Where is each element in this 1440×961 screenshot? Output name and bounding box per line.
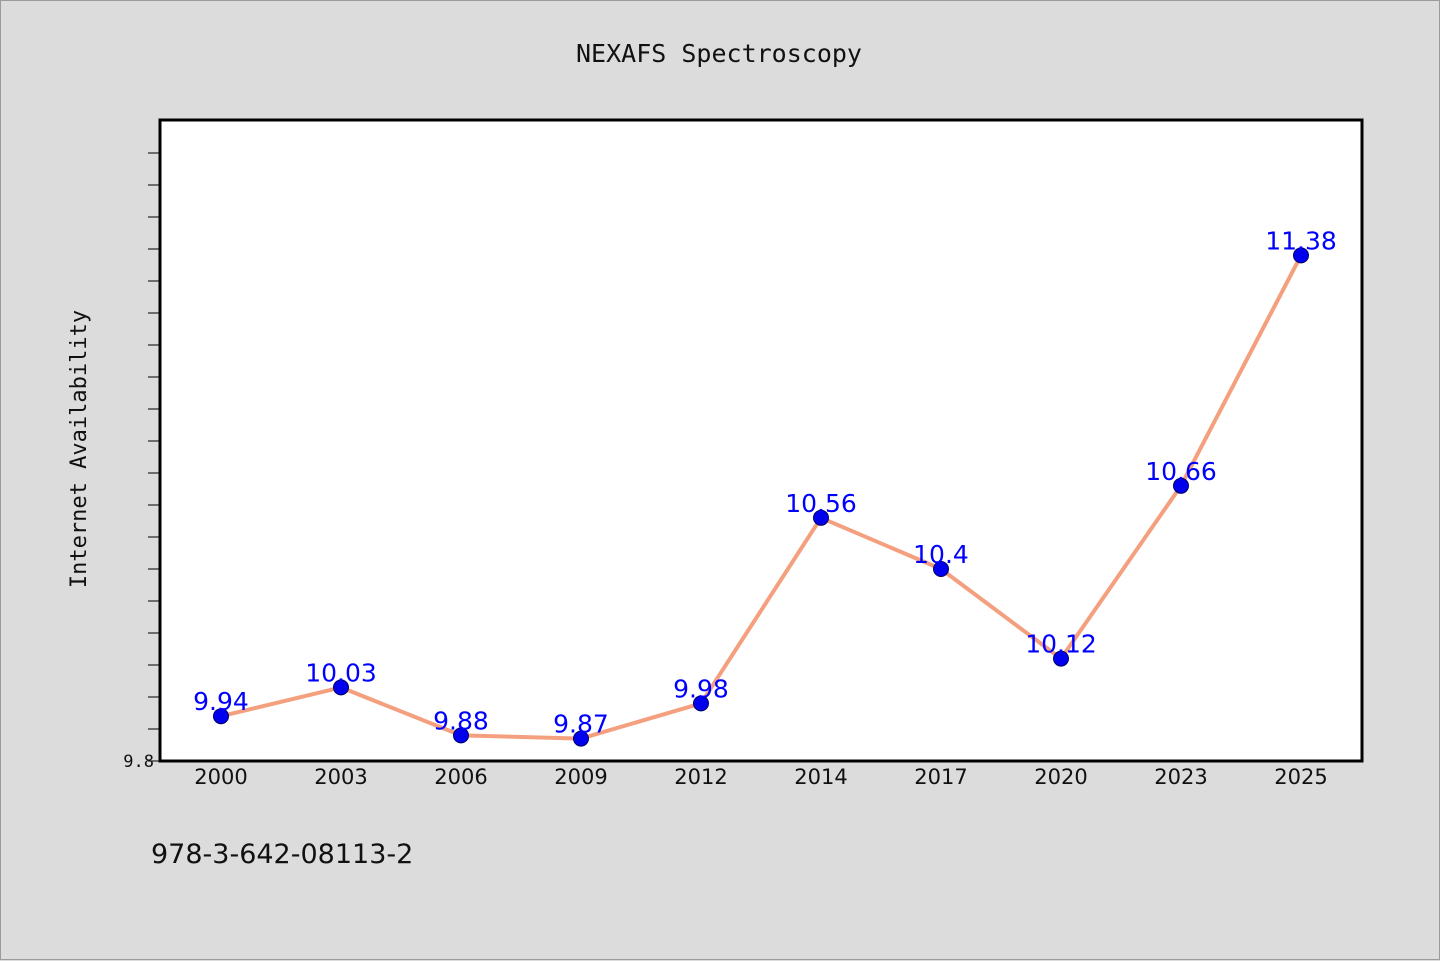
data-label: 9.88 [433,706,489,735]
data-point [453,727,469,744]
data-point [933,561,949,577]
y-tick-label: 9.8 [123,752,154,772]
data-point [213,708,229,725]
data-point [693,695,709,712]
data-labels: 9.94 10.03 9.88 9.87 9.98 10.56 10.4 10.12 10.66… [193,226,1337,738]
x-tick-label: 2000 [194,765,247,789]
data-point [813,509,829,526]
data-label: 10.03 [305,658,377,687]
data-label: 10.56 [785,489,857,518]
data-label: 9.98 [673,674,729,703]
data-point [1173,477,1189,494]
y-axis-ticks: 9.8 [123,152,160,772]
footnote: 978-3-642-08113-2 [151,839,413,870]
data-label: 10.12 [1025,630,1097,659]
x-tick-label: 2012 [674,765,727,789]
data-label: 10.4 [913,540,969,569]
x-tick-label: 2017 [914,765,967,789]
x-tick-label: 2020 [1034,765,1087,789]
data-point [333,679,349,696]
x-tick-label: 2006 [434,765,487,789]
data-label: 9.94 [193,687,249,716]
y-axis-label: Internet Availability [67,310,92,588]
x-axis-ticks: 2000 2003 2006 2009 2012 2014 2017 2020 2023 2025 [194,765,1327,789]
data-label: 11.38 [1265,226,1337,255]
x-tick-label: 2014 [794,765,847,789]
data-markers [213,247,1309,747]
x-tick-label: 2003 [314,765,367,789]
x-tick-label: 2025 [1274,765,1327,789]
data-point [1053,650,1069,667]
data-point [573,730,589,747]
series-line [220,254,1303,741]
data-label: 9.87 [553,710,609,739]
x-tick-label: 2023 [1154,765,1207,789]
data-label: 10.66 [1145,457,1217,486]
plot-area [158,118,1364,763]
data-point [1293,247,1309,264]
x-tick-label: 2009 [554,765,607,789]
chart-title: NEXAFS Spectroscopy [576,39,862,68]
